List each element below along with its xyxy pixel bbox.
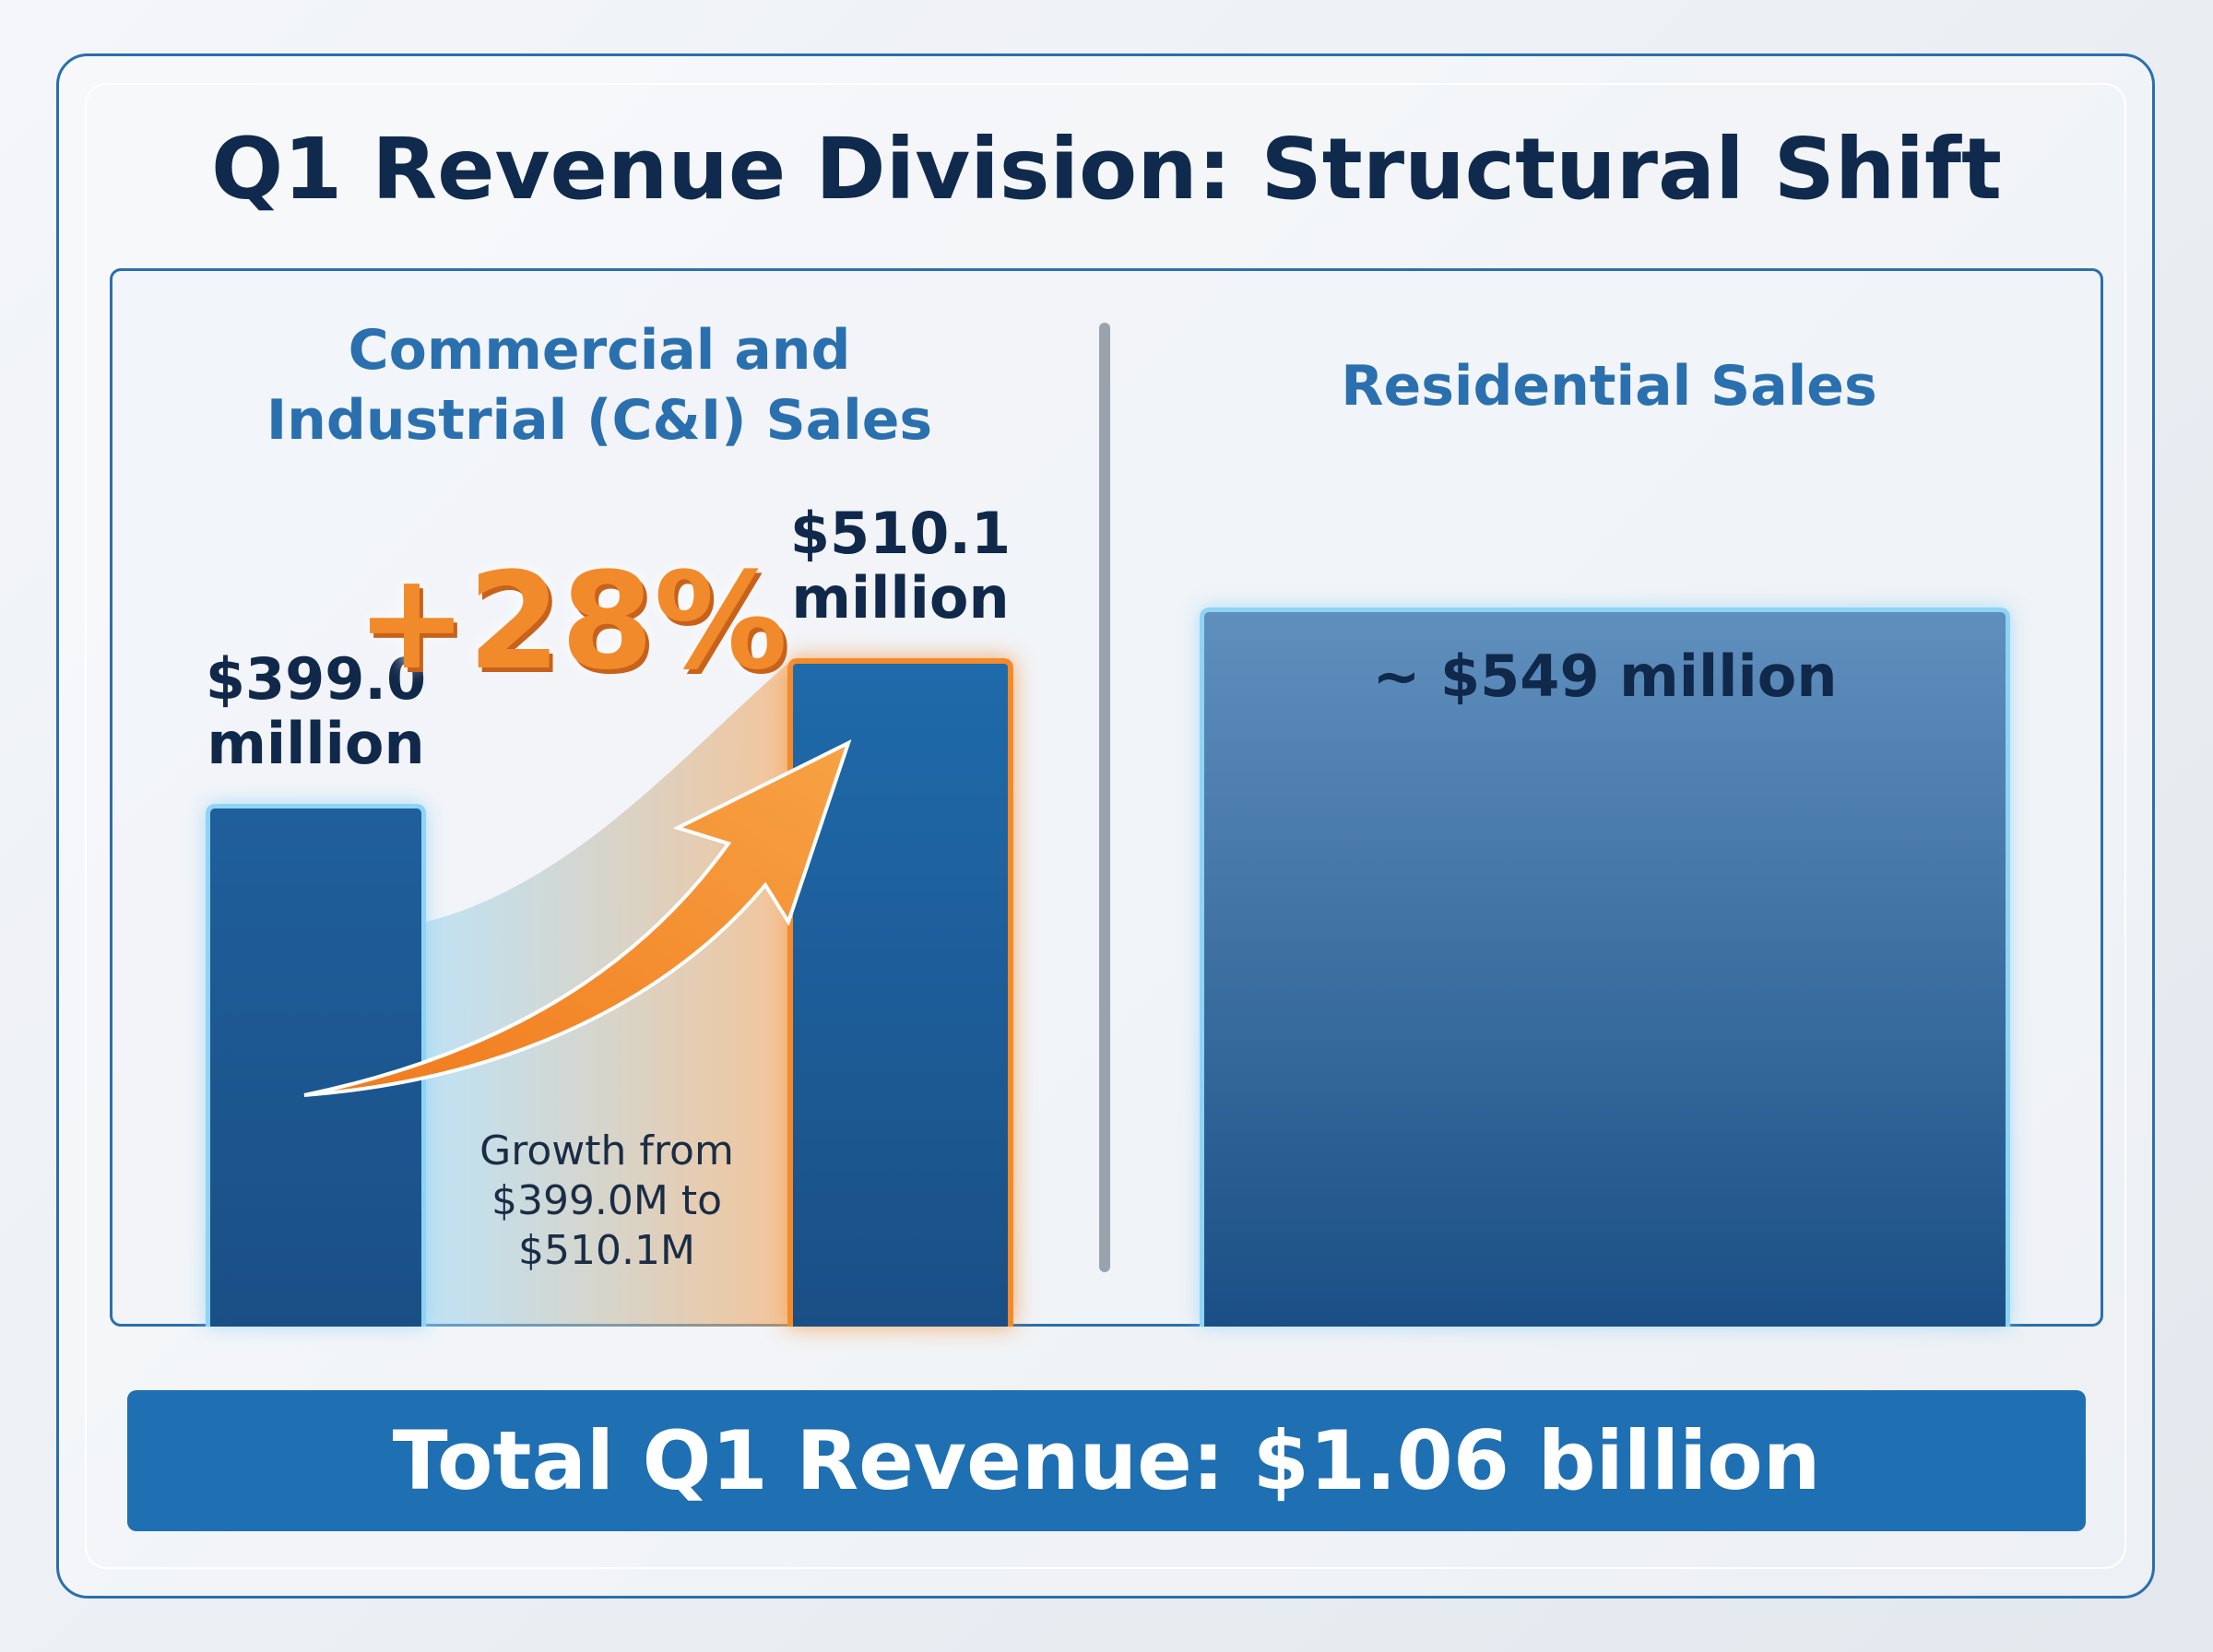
bar [1200,608,2010,1327]
panel-divider [1099,323,1110,1272]
panel-heading: Residential Sales [1341,354,1877,419]
growth-annotation: +28% [355,544,788,700]
panel-heading: Commercial and Industrial (C&I) Sales [266,318,933,453]
value-label: $399.0 million [205,645,427,778]
total-banner: Total Q1 Revenue: $1.06 billion [127,1390,2086,1531]
value-label: $510.1 million [789,500,1012,632]
card-inner-frame [85,83,2126,1569]
bar [206,804,426,1327]
growth-note: Growth from $399.0M to $510.1M [479,1127,734,1274]
chart-title: Q1 Revenue Division: Structural Shift [211,120,2002,218]
growth-arrow [303,739,852,1097]
value-label: ~ $549 million [1372,643,1838,710]
